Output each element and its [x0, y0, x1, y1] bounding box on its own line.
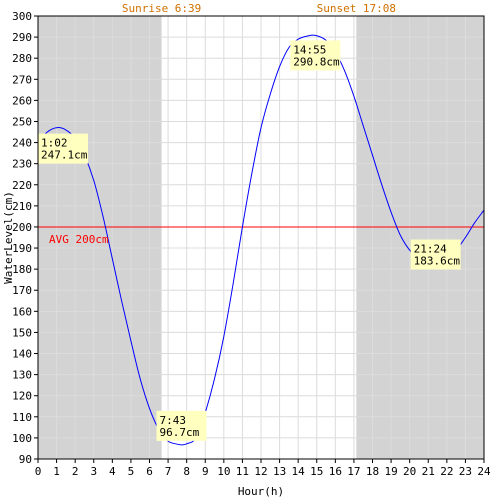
night-after-sunset: [356, 16, 484, 459]
y-tick-label: 250: [12, 115, 32, 128]
x-tick-label: 1: [53, 465, 60, 478]
x-tick-label: 22: [440, 465, 453, 478]
x-tick-label: 5: [128, 465, 135, 478]
y-tick-label: 160: [12, 305, 32, 318]
annotation-time: 14:55: [293, 43, 326, 56]
x-tick-label: 0: [35, 465, 42, 478]
y-tick-label: 170: [12, 284, 32, 297]
y-tick-label: 120: [12, 390, 32, 403]
x-tick-label: 21: [422, 465, 435, 478]
y-tick-label: 200: [12, 221, 32, 234]
annotation-box: [38, 133, 88, 164]
y-tick-label: 180: [12, 263, 32, 276]
annotation-box: [410, 239, 461, 270]
y-tick-label: 260: [12, 94, 32, 107]
x-tick-label: 7: [165, 465, 172, 478]
x-tick-label: 16: [329, 465, 342, 478]
annotation-value: 183.6cm: [414, 255, 461, 268]
annotation-box: [290, 40, 341, 71]
y-tick-label: 270: [12, 73, 32, 86]
y-tick-label: 100: [12, 432, 32, 445]
series-line-group: [37, 34, 485, 446]
x-tick-label: 2: [72, 465, 79, 478]
night-shading: [38, 16, 484, 459]
y-tick-label: 290: [12, 31, 32, 44]
x-tick-label: 18: [366, 465, 379, 478]
x-tick-label: 19: [384, 465, 397, 478]
x-tick-label: 20: [403, 465, 416, 478]
y-tick-label: 230: [12, 158, 32, 171]
sunrise-label: Sunrise 6:39: [122, 2, 201, 15]
x-tick-label: 11: [236, 465, 249, 478]
y-tick-label: 110: [12, 411, 32, 424]
x-tick-label: 13: [273, 465, 286, 478]
sunset-label: Sunset 17:08: [317, 2, 396, 15]
grid: [37, 15, 485, 460]
y-tick-label: 90: [19, 453, 32, 466]
x-tick-label: 8: [183, 465, 190, 478]
night-before-sunrise: [38, 16, 162, 459]
x-tick-label: 23: [459, 465, 472, 478]
y-tick-label: 300: [12, 10, 32, 23]
y-tick-label: 130: [12, 369, 32, 382]
x-tick-label: 14: [292, 465, 306, 478]
x-tick-label: 6: [146, 465, 153, 478]
x-tick-label: 17: [347, 465, 360, 478]
average-label: AVG 200cm: [49, 233, 109, 246]
series-line-water-level: [37, 34, 485, 446]
y-tick-label: 240: [12, 137, 32, 150]
x-tick-label: 15: [310, 465, 323, 478]
annotation-box: [156, 410, 207, 441]
y-tick-label: 150: [12, 326, 32, 339]
y-tick-label: 210: [12, 200, 32, 213]
y-axis-label: WaterLevel(cm): [2, 191, 15, 284]
x-tick-label: 9: [202, 465, 209, 478]
annotation-value: 96.7cm: [159, 426, 199, 439]
axes: 0 1 2 3 4 5 6 7 8 9 10 11 12 13 14 15 16 17 18 19 20 21 22 23 24…: [12, 10, 491, 478]
annotation-value: 247.1cm: [41, 149, 88, 162]
x-tick-label: 24: [477, 465, 491, 478]
x-tick-label: 4: [109, 465, 116, 478]
x-tick-label: 10: [217, 465, 230, 478]
x-tick-label: 12: [254, 465, 267, 478]
x-tick-label: 3: [90, 465, 97, 478]
y-tick-label: 220: [12, 179, 32, 192]
annotation-value: 290.8cm: [293, 55, 340, 68]
annotation-time: 21:24: [414, 243, 447, 256]
y-tick-label: 140: [12, 348, 32, 361]
y-tick-label: 190: [12, 242, 32, 255]
x-axis-label: Hour(h): [238, 485, 284, 498]
annotation-time: 7:43: [159, 414, 186, 427]
y-tick-label: 280: [12, 52, 32, 65]
annotation-time: 1:02: [41, 137, 68, 150]
